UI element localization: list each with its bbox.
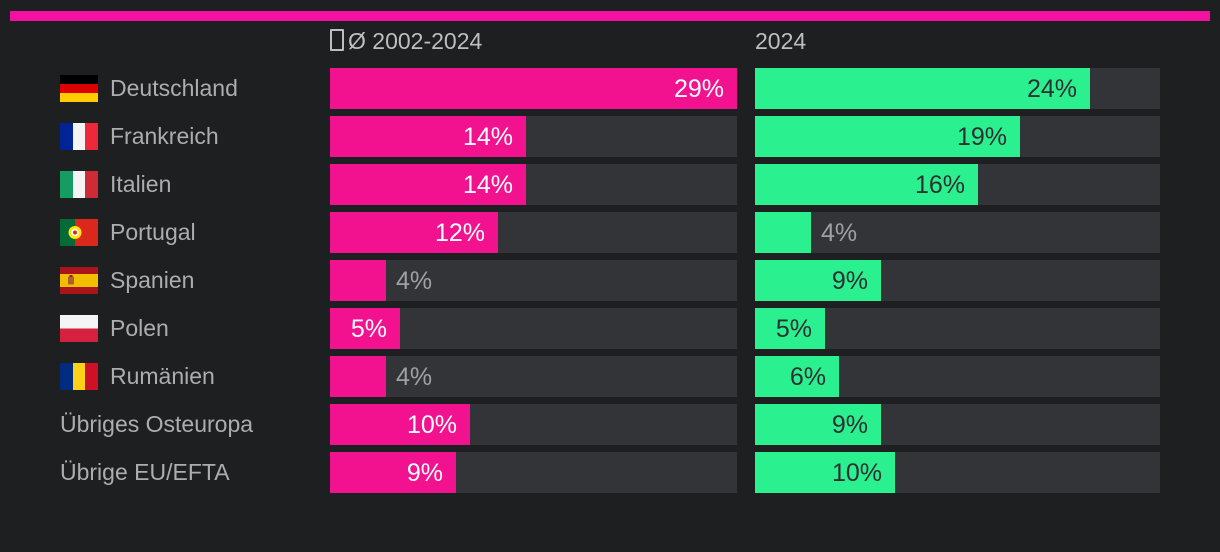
rows-container: Deutschland 29% 24% Frankreich 14% 19% Italien…: [0, 68, 1220, 500]
flag-spain-icon: [60, 267, 98, 294]
flag-germany-icon: [60, 75, 98, 102]
value-label: 4%: [396, 363, 433, 391]
value-label: 29%: [673, 75, 724, 103]
bar-fill: [755, 404, 881, 445]
category-label: Italien: [110, 171, 172, 197]
category-cell: Übrige EU/EFTA: [60, 452, 230, 493]
bar-track: 5%: [755, 308, 1160, 349]
flag-portugal-icon: [60, 219, 98, 246]
value-label: 14%: [462, 171, 513, 199]
bar-fill: [330, 260, 386, 301]
table-row: Portugal 12% 4%: [0, 212, 1220, 253]
bar-track: 9%: [755, 404, 1160, 445]
bar-track: 19%: [755, 116, 1160, 157]
bar-fill: [330, 404, 470, 445]
category-label: Polen: [110, 315, 169, 341]
bar-fill: [330, 356, 386, 397]
column-header-2024: 2024: [755, 27, 806, 55]
table-row: Polen 5% 5%: [0, 308, 1220, 349]
bar-fill: [330, 164, 526, 205]
bar-fill: [330, 212, 498, 253]
value-label: 5%: [350, 315, 387, 343]
bar-track: 9%: [330, 452, 737, 493]
bar-track: 24%: [755, 68, 1160, 109]
category-cell: Portugal: [60, 212, 196, 253]
value-label: 24%: [1026, 75, 1077, 103]
value-label: 4%: [821, 219, 858, 247]
bar-fill: [755, 308, 825, 349]
bar-track: 4%: [330, 356, 737, 397]
table-row: Übrige EU/EFTA 9% 10%: [0, 452, 1220, 493]
table-row: Rumänien 4% 6%: [0, 356, 1220, 397]
category-label: Übriges Osteuropa: [60, 411, 254, 437]
category-label: Deutschland: [110, 75, 238, 101]
top-accent-bar: [10, 11, 1210, 21]
category-cell: Rumänien: [60, 356, 215, 397]
value-label: 6%: [789, 363, 826, 391]
bar-fill: [330, 68, 737, 109]
bar-track: 4%: [330, 260, 737, 301]
bar-track: 4%: [755, 212, 1160, 253]
bar-fill: [755, 212, 811, 253]
bar-track: 10%: [755, 452, 1160, 493]
category-cell: Spanien: [60, 260, 194, 301]
column-header-average-label: Ø 2002-2024: [348, 28, 483, 54]
value-label: 19%: [956, 123, 1007, 151]
flag-france-icon: [60, 123, 98, 150]
table-row: Übriges Osteuropa 10% 9%: [0, 404, 1220, 445]
bar-track: 5%: [330, 308, 737, 349]
bar-track: 16%: [755, 164, 1160, 205]
flag-poland-icon: [60, 315, 98, 342]
bar-fill: [330, 308, 400, 349]
bar-track: 29%: [330, 68, 737, 109]
category-label: Übrige EU/EFTA: [60, 459, 230, 485]
value-label: 16%: [914, 171, 965, 199]
bar-track: 14%: [330, 164, 737, 205]
bar-track: 6%: [755, 356, 1160, 397]
flag-romania-icon: [60, 363, 98, 390]
missing-glyph-icon: [330, 29, 344, 51]
bar-track: 9%: [755, 260, 1160, 301]
value-label: 9%: [831, 411, 868, 439]
value-label: 10%: [831, 459, 882, 487]
category-cell: Deutschland: [60, 68, 238, 109]
bar-fill: [755, 68, 1090, 109]
category-label: Frankreich: [110, 123, 219, 149]
bar-fill: [755, 356, 839, 397]
table-row: Italien 14% 16%: [0, 164, 1220, 205]
column-header-average: Ø 2002-2024: [330, 27, 482, 55]
table-row: Deutschland 29% 24%: [0, 68, 1220, 109]
value-label: 9%: [831, 267, 868, 295]
bar-track: 12%: [330, 212, 737, 253]
value-label: 5%: [775, 315, 812, 343]
value-label: 10%: [406, 411, 457, 439]
value-label: 14%: [462, 123, 513, 151]
category-label: Portugal: [110, 219, 196, 245]
category-cell: Polen: [60, 308, 169, 349]
column-header-2024-label: 2024: [755, 28, 807, 54]
bar-track: 10%: [330, 404, 737, 445]
category-cell: Italien: [60, 164, 171, 205]
value-label: 9%: [406, 459, 443, 487]
bar-fill: [330, 452, 456, 493]
bar-fill: [755, 164, 978, 205]
category-cell: Frankreich: [60, 116, 219, 157]
bar-fill: [755, 452, 895, 493]
bar-track: 14%: [330, 116, 737, 157]
value-label: 12%: [434, 219, 485, 247]
flag-italy-icon: [60, 171, 98, 198]
bar-fill: [755, 260, 881, 301]
table-row: Frankreich 14% 19%: [0, 116, 1220, 157]
table-row: Spanien 4% 9%: [0, 260, 1220, 301]
category-label: Rumänien: [110, 363, 215, 389]
value-label: 4%: [396, 267, 433, 295]
category-label: Spanien: [110, 267, 195, 293]
bar-fill: [755, 116, 1020, 157]
bar-fill: [330, 116, 526, 157]
category-cell: Übriges Osteuropa: [60, 404, 253, 445]
